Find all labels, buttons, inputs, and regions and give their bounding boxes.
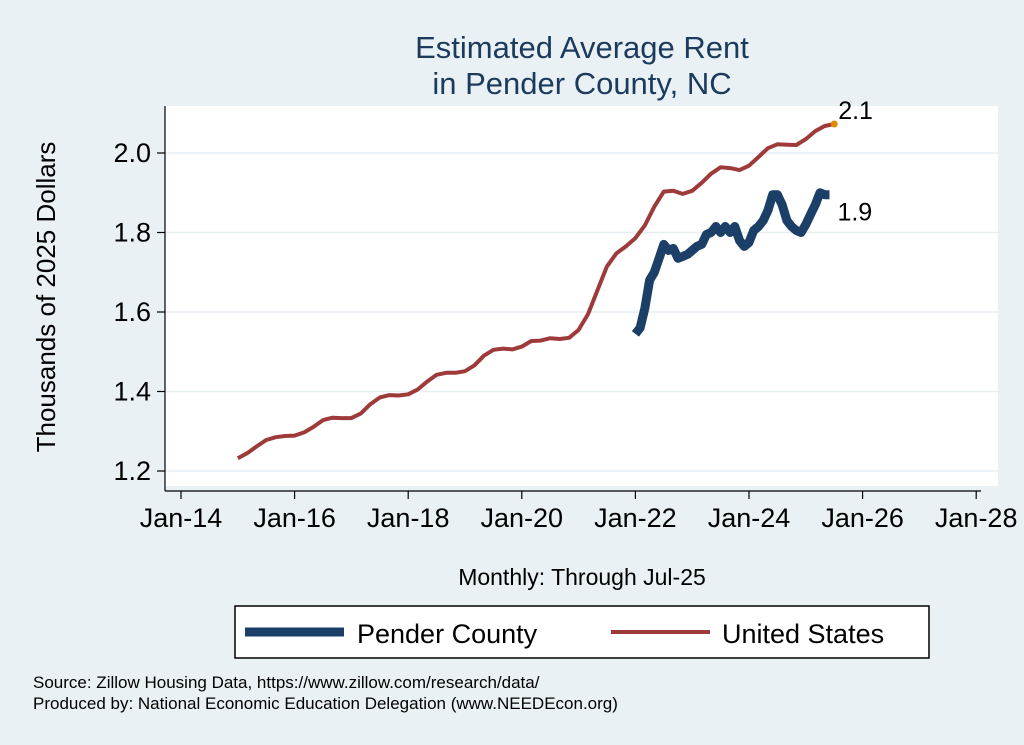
producer-note: Produced by: National Economic Education… xyxy=(33,694,618,713)
x-tick-label: Jan-18 xyxy=(367,503,450,533)
y-tick-label: 2.0 xyxy=(113,138,151,168)
y-tick-label: 1.8 xyxy=(113,218,151,248)
chart-title-line-1: Estimated Average Rent xyxy=(415,30,749,65)
x-tick-label: Jan-16 xyxy=(253,503,336,533)
x-tick-label: Jan-24 xyxy=(708,503,791,533)
plot-area xyxy=(165,106,998,486)
x-tick-label: Jan-22 xyxy=(594,503,677,533)
end-point-marker xyxy=(830,120,838,128)
y-tick-label: 1.6 xyxy=(113,297,151,327)
series-layer xyxy=(236,120,838,461)
series-line-pender-county xyxy=(631,188,830,337)
x-axis: Jan-14 Jan-16 Jan-18 Jan-20 Jan-22 Jan-24 Jan-… xyxy=(140,490,1018,533)
y-tick-label: 1.4 xyxy=(113,377,151,407)
source-note: Source: Zillow Housing Data, https://www… xyxy=(33,673,540,692)
x-tick-label: Jan-14 xyxy=(140,503,223,533)
chart-title-line-2: in Pender County, NC xyxy=(432,66,731,101)
legend: Pender County United States xyxy=(234,605,930,659)
legend-box xyxy=(234,605,930,659)
x-tick-label: Jan-20 xyxy=(481,503,564,533)
end-label-pender-county: 1.9 xyxy=(837,199,872,227)
y-axis: 1.2 1.4 1.6 1.8 2.0 xyxy=(113,106,166,491)
y-tick-label: 1.2 xyxy=(113,456,151,486)
series-line-united-states xyxy=(236,122,835,461)
legend-label-united-states: United States xyxy=(722,619,884,649)
end-labels: 1.9 2.1 xyxy=(837,97,872,227)
y-axis-label: Thousands of 2025 Dollars xyxy=(31,142,61,453)
x-tick-label: Jan-28 xyxy=(935,503,1018,533)
end-label-united-states: 2.1 xyxy=(838,97,873,125)
x-axis-label: Monthly: Through Jul-25 xyxy=(458,564,706,590)
gridlines xyxy=(165,152,998,472)
x-tick-label: Jan-26 xyxy=(821,503,904,533)
legend-label-pender-county: Pender County xyxy=(357,619,538,649)
